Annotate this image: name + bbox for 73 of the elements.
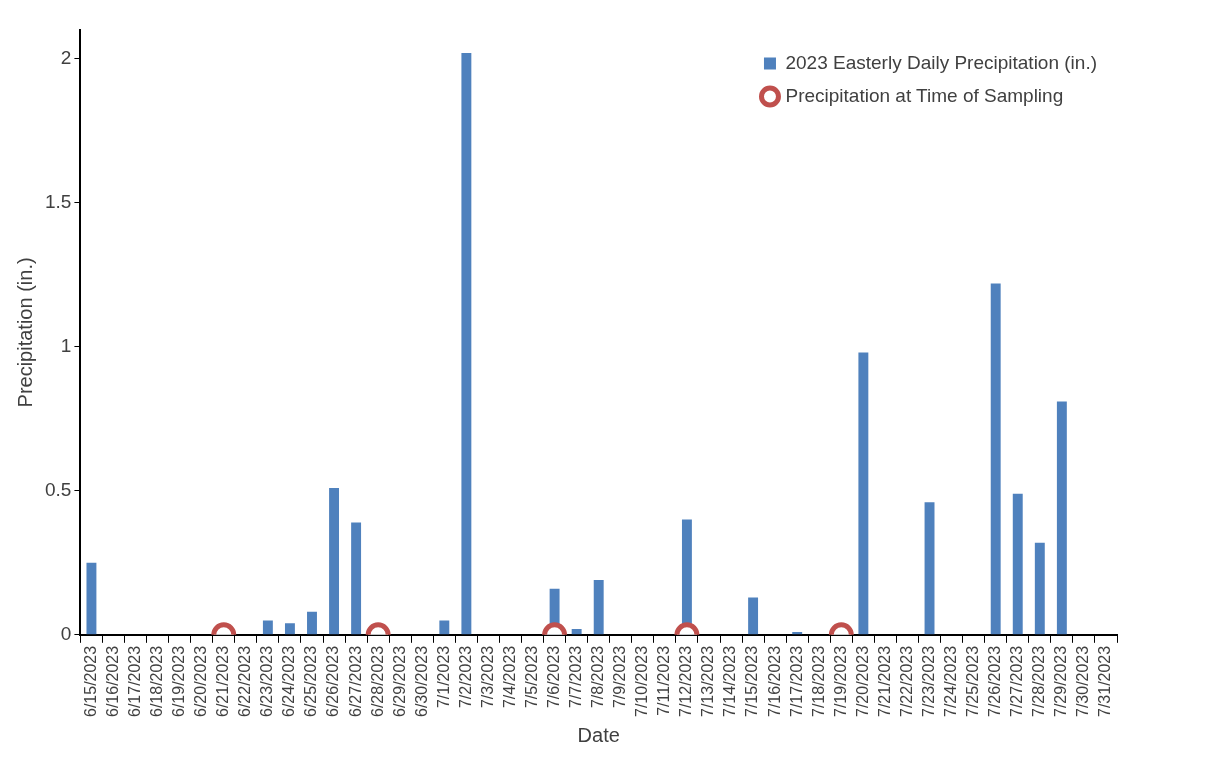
x-tick-label: 7/22/2023 [897, 645, 915, 718]
bar [593, 580, 604, 635]
bar [748, 597, 759, 635]
bar [990, 283, 1001, 635]
x-tick-label: 6/15/2023 [81, 645, 99, 718]
bar [329, 487, 340, 635]
x-tick-label: 7/15/2023 [743, 645, 761, 718]
x-tick-label: 6/26/2023 [324, 645, 342, 718]
bar [439, 620, 450, 635]
x-tick-label: 7/25/2023 [964, 645, 982, 718]
x-tick-label: 6/20/2023 [192, 645, 210, 718]
bar [858, 352, 869, 635]
x-tick-label: 7/12/2023 [677, 645, 695, 718]
x-tick-label: 7/3/2023 [478, 645, 496, 709]
bar [571, 629, 582, 635]
legend-label: Precipitation at Time of Sampling [785, 84, 1064, 106]
y-tick-label: 2 [60, 47, 72, 69]
x-tick-label: 6/21/2023 [214, 645, 232, 718]
y-axis-title: Precipitation (in.) [13, 257, 36, 408]
x-tick-label: 7/10/2023 [633, 645, 651, 718]
x-tick-label: 7/6/2023 [545, 645, 562, 709]
x-tick-label: 6/28/2023 [368, 645, 386, 718]
x-tick-label: 7/11/2023 [655, 645, 673, 716]
x-tick-label: 7/26/2023 [986, 645, 1004, 718]
x-tick-label: 6/22/2023 [236, 645, 254, 718]
x-tick-label: 7/8/2023 [589, 645, 607, 709]
x-tick-label: 6/29/2023 [390, 645, 408, 718]
bar [1034, 542, 1045, 635]
bar [1056, 401, 1067, 635]
x-tick-label: 6/30/2023 [412, 645, 430, 718]
x-tick-label: 7/16/2023 [765, 645, 783, 718]
x-tick-label: 7/31/2023 [1096, 645, 1114, 718]
x-tick-label: 7/13/2023 [699, 645, 717, 718]
x-tick-label: 6/25/2023 [302, 645, 320, 718]
x-tick-label: 6/24/2023 [280, 645, 298, 718]
bar [924, 502, 935, 635]
bar [284, 623, 295, 635]
x-tick-label: 7/5/2023 [522, 645, 540, 709]
y-tick-label: 1.5 [44, 191, 72, 213]
x-tick-label: 7/2/2023 [456, 645, 474, 709]
bar [262, 620, 273, 635]
y-tick-label: 1 [60, 335, 72, 357]
bar [351, 522, 362, 635]
legend-label: 2023 Easterly Daily Precipitation (in.) [785, 51, 1098, 73]
x-tick-label: 7/20/2023 [853, 645, 871, 718]
y-tick-label: 0 [60, 623, 72, 645]
x-tick-label: 7/17/2023 [787, 645, 805, 718]
bar [86, 562, 97, 635]
x-tick-label: 7/24/2023 [941, 645, 959, 718]
x-tick-label: 6/27/2023 [346, 645, 364, 718]
x-tick-label: 7/4/2023 [500, 645, 518, 709]
x-tick-label: 7/27/2023 [1008, 645, 1026, 718]
x-tick-label: 6/17/2023 [125, 645, 143, 718]
x-tick-label: 7/21/2023 [875, 645, 893, 718]
x-tick-label: 6/19/2023 [170, 645, 188, 718]
x-tick-label: 7/23/2023 [919, 645, 937, 718]
x-tick-label: 6/23/2023 [258, 645, 276, 718]
bar [1012, 493, 1023, 635]
bar [461, 53, 472, 635]
x-tick-label: 6/18/2023 [148, 645, 166, 718]
x-tick-label: 7/18/2023 [809, 645, 827, 718]
x-tick-label: 7/7/2023 [567, 645, 585, 709]
bar [307, 611, 317, 635]
x-tick-label: 7/29/2023 [1052, 645, 1070, 718]
x-tick-label: 7/28/2023 [1030, 645, 1048, 718]
x-tick-label: 7/9/2023 [611, 645, 629, 709]
y-tick-label: 0.5 [44, 479, 72, 501]
x-tick-label: 6/16/2023 [103, 645, 121, 718]
x-tick-label: 7/1/2023 [434, 645, 452, 709]
x-tick-label: 7/30/2023 [1074, 645, 1092, 718]
x-tick-label: 7/14/2023 [721, 645, 739, 718]
x-tick-label: 7/19/2023 [831, 645, 849, 718]
x-axis-title: Date [577, 723, 620, 746]
